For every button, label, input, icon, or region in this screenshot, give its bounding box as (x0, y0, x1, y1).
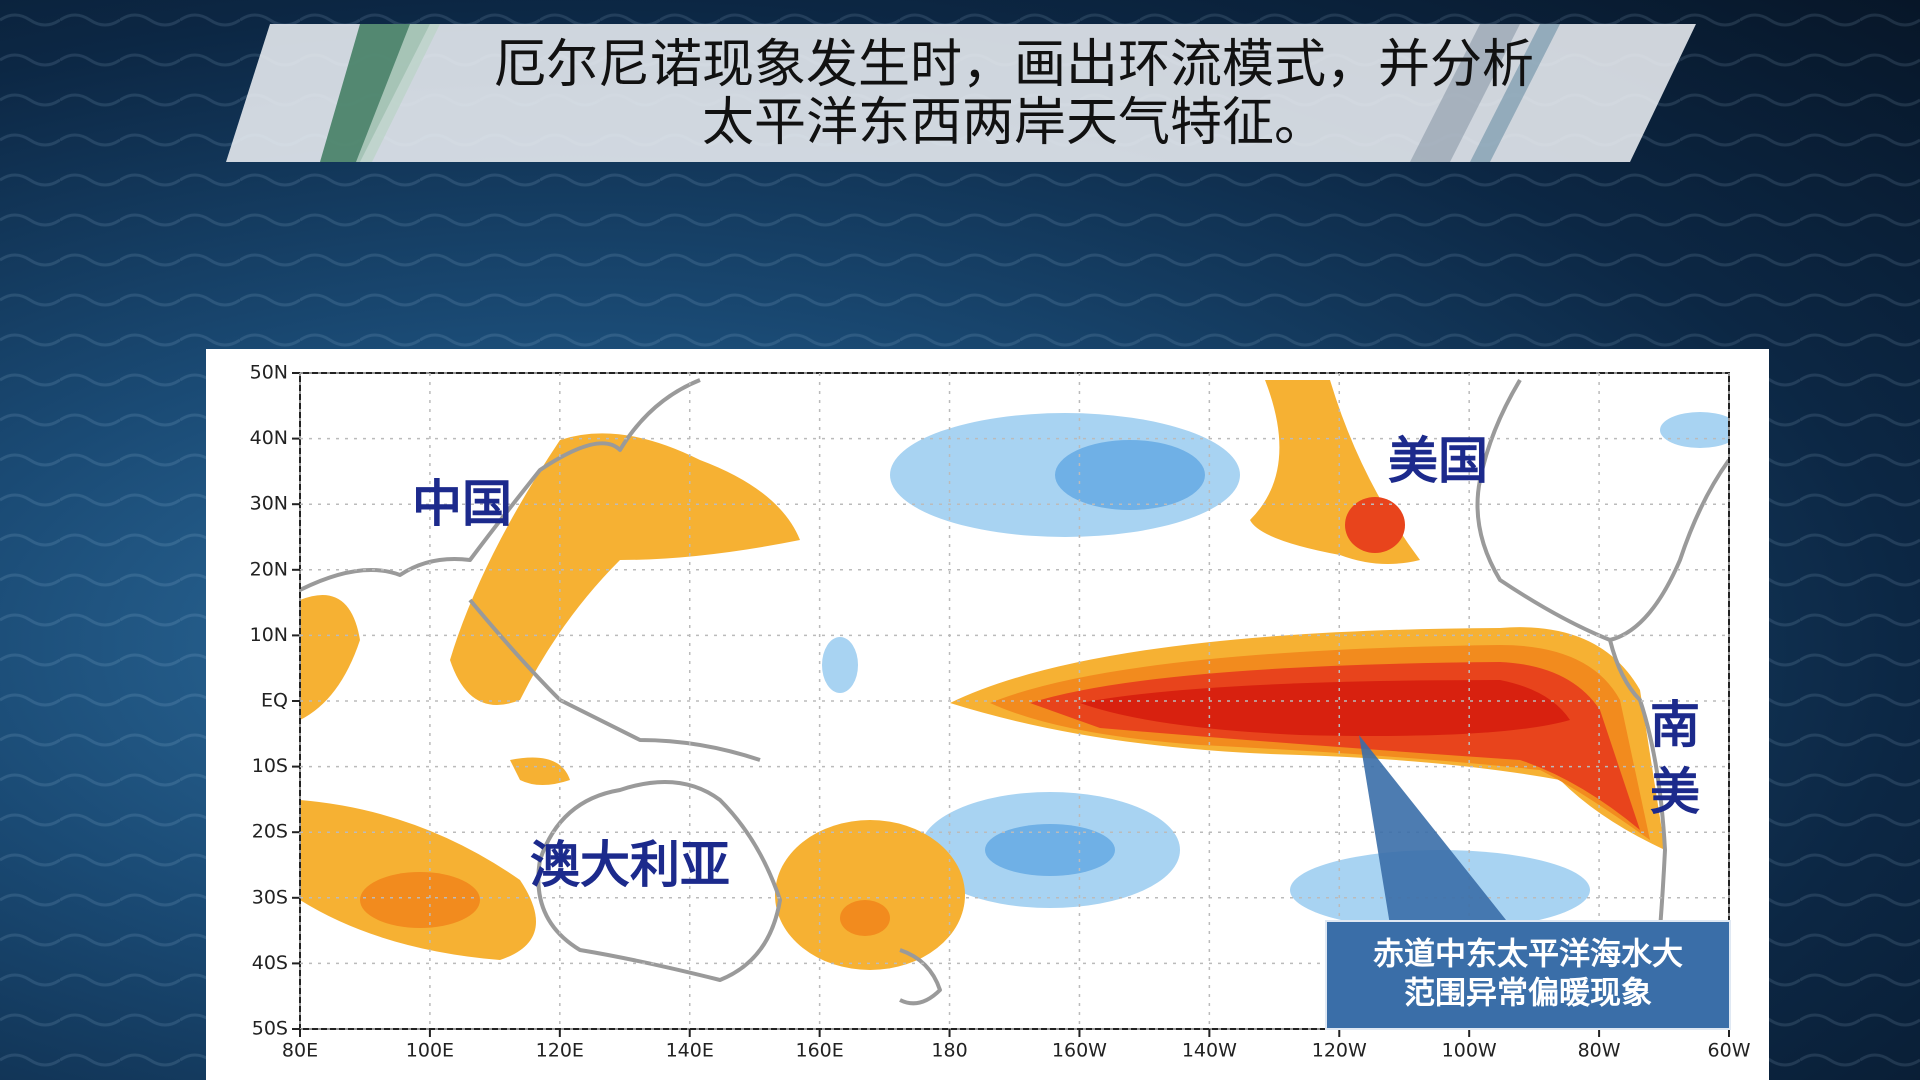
region-label: 澳大利亚 (530, 835, 730, 894)
warm-anomaly (300, 595, 360, 720)
warm-anomaly (510, 757, 570, 785)
lon-label: 180 (931, 1040, 967, 1062)
lon-label: 120W (1312, 1040, 1367, 1062)
lon-label: 120E (536, 1040, 584, 1062)
anomaly-field (300, 378, 1729, 1029)
lat-label: 30S (252, 886, 288, 908)
warm-anomaly (450, 433, 800, 705)
lon-label: 100W (1442, 1040, 1497, 1062)
region-label: 中国 (412, 474, 512, 533)
title-line: 太平洋东西两岸天气特征。 (702, 93, 1326, 153)
coastline (899, 948, 942, 1006)
lon-label: 140W (1182, 1040, 1237, 1062)
coastline (1475, 378, 1729, 642)
coastline (300, 378, 701, 592)
lat-label: 40S (252, 952, 288, 974)
lat-label: 10S (252, 755, 288, 777)
coastline (468, 598, 761, 762)
cold-anomaly (1055, 440, 1205, 510)
region-label: 美国 (1388, 431, 1488, 490)
lon-label: 160W (1052, 1040, 1107, 1062)
lat-label: 10N (250, 624, 288, 646)
title-line: 厄尔尼诺现象发生时，画出环流模式，并分析 (494, 35, 1534, 95)
coastline (536, 780, 782, 982)
lat-label: 20S (252, 821, 288, 843)
warm-anomaly (775, 820, 965, 970)
region-label: 美 (1650, 762, 1700, 821)
title-banner (226, 24, 1696, 162)
lat-label: 50N (250, 362, 288, 384)
banner-stripe (1410, 24, 1520, 162)
lon-label: 80W (1578, 1040, 1621, 1062)
banner-stripe (1470, 24, 1560, 162)
lon-label: 100E (406, 1040, 454, 1062)
cold-anomaly (822, 637, 858, 693)
lat-label: EQ (261, 690, 288, 712)
lon-label: 80E (282, 1040, 318, 1062)
callout-box (1325, 920, 1731, 1030)
lat-label: 20N (250, 558, 288, 580)
callout-text: 范围异常偏暖现象 (1404, 976, 1652, 1012)
cold-anomaly (985, 824, 1115, 876)
warm-anomaly (1080, 680, 1570, 736)
lat-label: 40N (250, 427, 288, 449)
callout-pointer (1359, 735, 1510, 925)
warm-anomaly (360, 872, 480, 928)
lat-label: 50S (252, 1018, 288, 1040)
warm-anomaly (840, 900, 890, 936)
callout-text: 赤道中东太平洋海水大 (1373, 937, 1683, 973)
lon-label: 160E (795, 1040, 843, 1062)
lon-label: 140E (666, 1040, 714, 1062)
lat-label: 30N (250, 493, 288, 515)
lon-label: 60W (1708, 1040, 1751, 1062)
banner-stripe (356, 24, 440, 162)
region-label: 南 (1650, 695, 1700, 754)
warm-anomaly (1345, 497, 1405, 553)
